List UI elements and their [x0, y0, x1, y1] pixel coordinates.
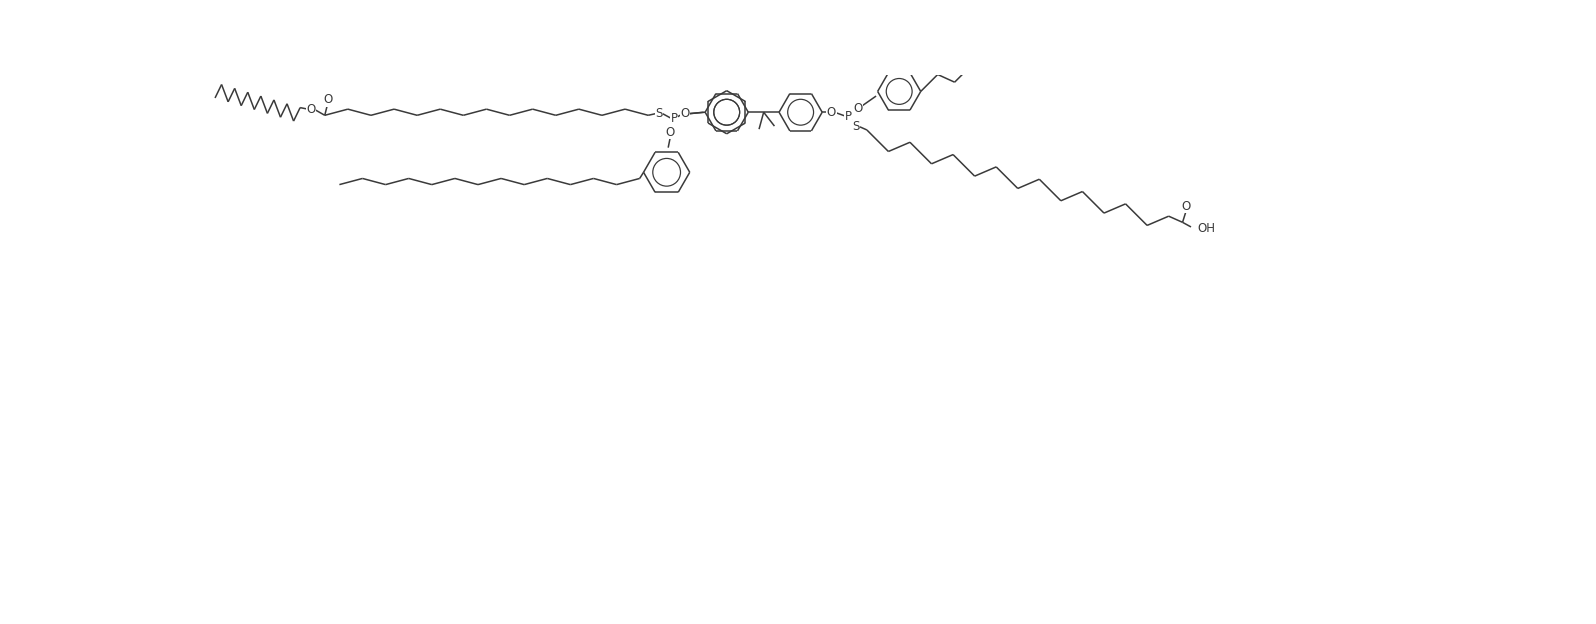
Text: S: S [656, 107, 662, 120]
Text: O: O [852, 102, 862, 115]
Text: P: P [844, 110, 852, 122]
Text: O: O [666, 126, 675, 139]
Text: O: O [324, 94, 332, 107]
Text: S: S [852, 120, 860, 134]
Text: OH: OH [1197, 222, 1215, 235]
Text: O: O [1181, 200, 1191, 213]
Text: O: O [827, 105, 836, 119]
Text: O: O [680, 107, 689, 120]
Text: P: P [670, 112, 678, 125]
Text: O: O [306, 102, 316, 115]
